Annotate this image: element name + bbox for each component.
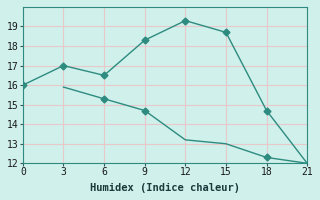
X-axis label: Humidex (Indice chaleur): Humidex (Indice chaleur) — [90, 183, 240, 193]
